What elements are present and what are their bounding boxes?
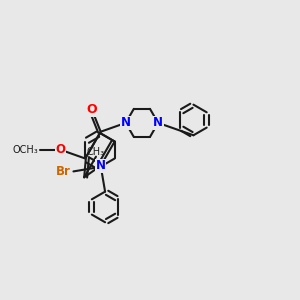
Text: O: O — [86, 103, 97, 116]
Text: N: N — [96, 159, 106, 172]
Text: N: N — [153, 116, 163, 129]
Text: CH₃: CH₃ — [87, 147, 105, 157]
Text: Br: Br — [56, 165, 70, 178]
Text: OCH₃: OCH₃ — [12, 145, 38, 155]
Text: O: O — [55, 143, 65, 156]
Text: N: N — [121, 116, 131, 129]
